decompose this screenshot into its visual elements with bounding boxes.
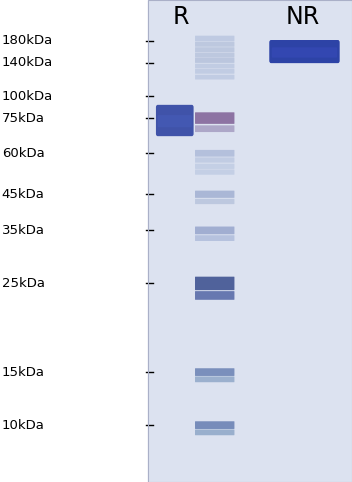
- FancyBboxPatch shape: [272, 47, 337, 58]
- FancyBboxPatch shape: [195, 112, 234, 124]
- FancyBboxPatch shape: [195, 190, 234, 198]
- FancyBboxPatch shape: [195, 235, 234, 241]
- FancyBboxPatch shape: [195, 199, 234, 204]
- FancyBboxPatch shape: [195, 150, 234, 157]
- FancyBboxPatch shape: [195, 42, 234, 47]
- FancyBboxPatch shape: [156, 105, 194, 136]
- FancyBboxPatch shape: [195, 368, 234, 376]
- FancyBboxPatch shape: [195, 169, 234, 174]
- FancyBboxPatch shape: [158, 115, 192, 127]
- Text: 10kDa: 10kDa: [2, 419, 45, 431]
- Text: 15kDa: 15kDa: [2, 366, 45, 378]
- FancyBboxPatch shape: [195, 376, 234, 382]
- FancyBboxPatch shape: [195, 227, 234, 234]
- FancyBboxPatch shape: [195, 277, 234, 290]
- FancyBboxPatch shape: [195, 69, 234, 74]
- Text: 60kDa: 60kDa: [2, 147, 44, 160]
- FancyBboxPatch shape: [195, 125, 234, 132]
- FancyBboxPatch shape: [195, 75, 234, 80]
- Text: 100kDa: 100kDa: [2, 90, 53, 103]
- FancyBboxPatch shape: [195, 157, 234, 162]
- FancyBboxPatch shape: [195, 429, 234, 435]
- Text: 25kDa: 25kDa: [2, 277, 45, 290]
- Text: NR: NR: [285, 5, 320, 29]
- FancyBboxPatch shape: [269, 40, 340, 63]
- Text: 45kDa: 45kDa: [2, 188, 45, 201]
- Text: 140kDa: 140kDa: [2, 56, 53, 69]
- FancyBboxPatch shape: [195, 64, 234, 68]
- Text: 180kDa: 180kDa: [2, 35, 53, 47]
- Text: 75kDa: 75kDa: [2, 112, 45, 124]
- Text: R: R: [173, 5, 189, 29]
- Text: 35kDa: 35kDa: [2, 224, 45, 237]
- FancyBboxPatch shape: [195, 36, 234, 41]
- FancyBboxPatch shape: [195, 47, 234, 52]
- Bar: [148, 0, 352, 482]
- FancyBboxPatch shape: [195, 53, 234, 57]
- FancyBboxPatch shape: [195, 291, 234, 300]
- FancyBboxPatch shape: [195, 421, 234, 429]
- FancyBboxPatch shape: [195, 57, 234, 63]
- FancyBboxPatch shape: [195, 163, 234, 169]
- Bar: [148, 0, 352, 482]
